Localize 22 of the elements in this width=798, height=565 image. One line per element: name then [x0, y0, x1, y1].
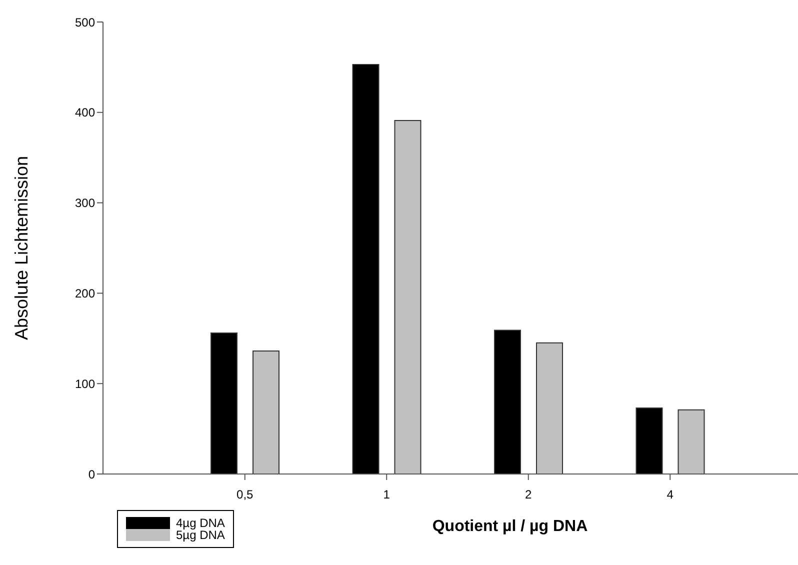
bar [352, 64, 380, 474]
bar [636, 408, 663, 474]
bar [536, 342, 563, 474]
bar [252, 350, 280, 474]
y-tick-label: 500 [74, 15, 96, 30]
y-tick-label: 0 [88, 467, 96, 482]
y-tick-label: 100 [74, 376, 96, 391]
bar [678, 409, 705, 474]
legend-label: 4µg DNA [176, 516, 225, 530]
legend-label: 5µg DNA [176, 528, 225, 542]
bar [494, 330, 521, 474]
x-tick-label: 4 [666, 488, 674, 502]
y-tick-label: 400 [74, 106, 96, 120]
y-axis-title: Absolute Lichtemission [11, 156, 32, 340]
bar [394, 120, 422, 474]
x-tick-label: 0,5 [236, 488, 254, 502]
y-tick-label: 300 [74, 196, 96, 210]
x-tick-label: 2 [525, 488, 532, 502]
x-axis-title: Quotient µl / µg DNA [431, 518, 589, 536]
bar [210, 332, 238, 474]
x-tick-label: 1 [383, 488, 390, 502]
y-tick-label: 200 [74, 286, 96, 300]
